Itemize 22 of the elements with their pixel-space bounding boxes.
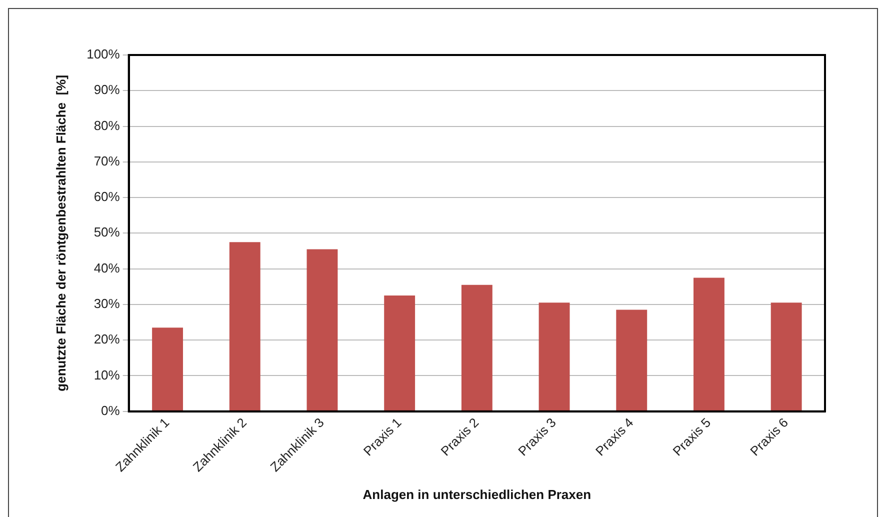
bar xyxy=(694,278,724,411)
bar xyxy=(770,302,802,411)
bar xyxy=(461,284,492,411)
y-axis-title: genutzte Fläche der röntgenbestrahlten Fläche [%] xyxy=(53,74,68,392)
y-tick-label: 10% xyxy=(94,367,120,382)
bar xyxy=(616,310,648,411)
y-tick-label: 30% xyxy=(94,296,120,311)
y-tick-label: 100% xyxy=(86,46,120,62)
y-tick-label: 70% xyxy=(94,153,120,168)
y-tick-label: 90% xyxy=(94,82,120,98)
bar xyxy=(384,296,416,411)
y-tick-label: 50% xyxy=(94,224,120,240)
bar xyxy=(229,242,260,411)
bar xyxy=(306,249,338,411)
bar xyxy=(538,302,570,411)
y-tick-label: 60% xyxy=(94,189,120,204)
y-tick-label: 0% xyxy=(101,402,120,418)
y-tick-label: 40% xyxy=(94,260,120,276)
y-tick-label: 20% xyxy=(94,332,120,347)
x-axis-title: Anlagen in unterschiedlichen Praxen xyxy=(362,486,592,502)
bar xyxy=(152,328,183,411)
y-tick-label: 80% xyxy=(94,118,120,133)
